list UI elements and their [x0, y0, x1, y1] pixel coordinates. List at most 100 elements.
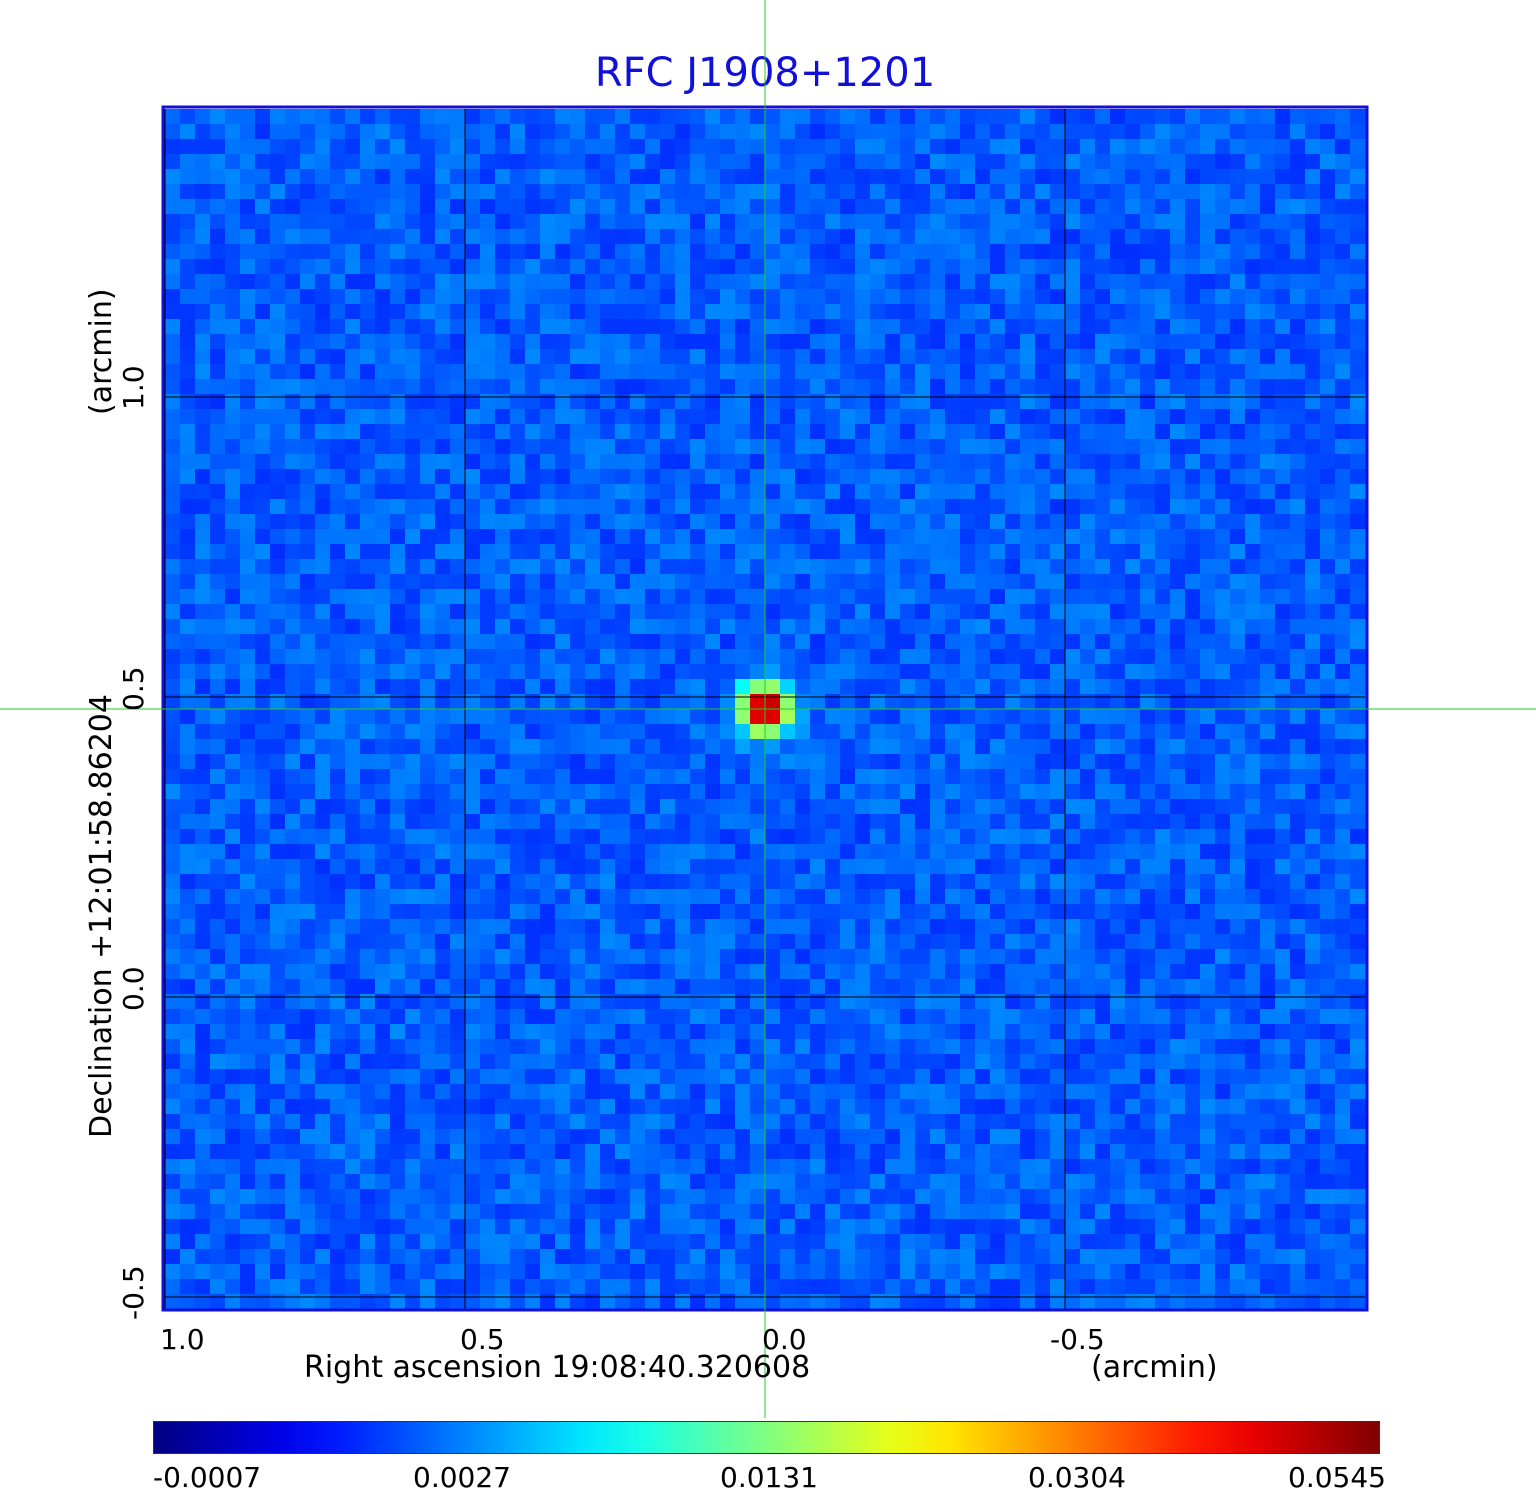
image-pixel: [405, 889, 421, 905]
image-pixel: [705, 919, 721, 935]
image-pixel: [870, 154, 886, 170]
image-pixel: [1035, 589, 1051, 605]
image-pixel: [330, 814, 346, 830]
image-pixel: [570, 394, 586, 410]
image-pixel: [375, 829, 391, 845]
image-pixel: [510, 799, 526, 815]
image-pixel: [885, 664, 901, 680]
image-pixel: [165, 1024, 181, 1040]
image-pixel: [1245, 319, 1261, 335]
image-pixel: [315, 619, 331, 635]
image-pixel: [405, 784, 421, 800]
image-pixel: [1140, 934, 1156, 950]
image-pixel: [405, 829, 421, 845]
image-pixel: [315, 859, 331, 875]
image-pixel: [1035, 919, 1051, 935]
image-pixel: [1350, 799, 1366, 815]
image-pixel: [480, 979, 496, 995]
image-pixel: [435, 694, 451, 710]
image-pixel: [240, 964, 256, 980]
image-pixel: [765, 559, 781, 575]
image-pixel: [1125, 499, 1141, 515]
image-pixel: [1140, 334, 1156, 350]
image-pixel: [1290, 604, 1306, 620]
image-pixel: [705, 799, 721, 815]
image-pixel: [195, 319, 211, 335]
image-pixel: [1275, 589, 1291, 605]
image-pixel: [1035, 739, 1051, 755]
image-pixel: [375, 349, 391, 365]
image-pixel: [210, 454, 226, 470]
image-pixel: [600, 664, 616, 680]
image-pixel: [555, 409, 571, 425]
image-pixel: [1305, 964, 1321, 980]
image-pixel: [900, 529, 916, 545]
image-pixel: [570, 889, 586, 905]
image-pixel: [1140, 799, 1156, 815]
image-pixel: [930, 829, 946, 845]
image-pixel: [1170, 169, 1186, 185]
image-pixel: [255, 679, 271, 695]
image-pixel: [465, 379, 481, 395]
image-pixel: [630, 709, 646, 725]
image-pixel: [1155, 454, 1171, 470]
image-pixel: [990, 169, 1006, 185]
image-pixel: [165, 484, 181, 500]
image-pixel: [810, 394, 826, 410]
image-pixel: [195, 124, 211, 140]
image-pixel: [720, 439, 736, 455]
image-pixel: [1005, 904, 1021, 920]
image-pixel: [705, 514, 721, 530]
image-pixel: [1230, 454, 1246, 470]
image-pixel: [615, 544, 631, 560]
image-pixel: [165, 469, 181, 485]
image-pixel: [210, 214, 226, 230]
image-pixel: [1080, 349, 1096, 365]
image-pixel: [1230, 739, 1246, 755]
image-pixel: [735, 544, 751, 560]
image-pixel: [720, 934, 736, 950]
image-pixel: [900, 694, 916, 710]
image-pixel: [1185, 109, 1201, 125]
image-pixel: [1260, 604, 1276, 620]
image-pixel: [1320, 544, 1336, 560]
image-pixel: [1200, 424, 1216, 440]
image-pixel: [495, 544, 511, 560]
image-pixel: [975, 619, 991, 635]
image-pixel: [855, 259, 871, 275]
image-pixel: [600, 529, 616, 545]
image-pixel: [1005, 289, 1021, 305]
image-pixel: [795, 829, 811, 845]
image-pixel: [1110, 109, 1126, 125]
image-pixel: [645, 424, 661, 440]
image-pixel: [765, 229, 781, 245]
image-pixel: [795, 1024, 811, 1040]
image-pixel: [615, 919, 631, 935]
image-pixel: [1140, 319, 1156, 335]
image-pixel: [555, 124, 571, 140]
image-pixel: [195, 304, 211, 320]
image-pixel: [180, 889, 196, 905]
image-pixel: [525, 649, 541, 665]
image-pixel: [810, 289, 826, 305]
image-pixel: [1200, 694, 1216, 710]
image-pixel: [900, 544, 916, 560]
image-pixel: [480, 739, 496, 755]
image-pixel: [930, 304, 946, 320]
image-pixel: [930, 919, 946, 935]
image-pixel: [375, 799, 391, 815]
image-pixel: [315, 844, 331, 860]
image-pixel: [720, 634, 736, 650]
image-pixel: [540, 454, 556, 470]
image-pixel: [855, 859, 871, 875]
image-pixel: [1320, 709, 1336, 725]
image-pixel: [1275, 934, 1291, 950]
image-pixel: [720, 694, 736, 710]
image-pixel: [255, 274, 271, 290]
image-pixel: [1140, 394, 1156, 410]
image-pixel: [690, 994, 706, 1010]
image-pixel: [405, 694, 421, 710]
image-pixel: [1035, 979, 1051, 995]
image-pixel: [330, 634, 346, 650]
image-pixel: [225, 244, 241, 260]
